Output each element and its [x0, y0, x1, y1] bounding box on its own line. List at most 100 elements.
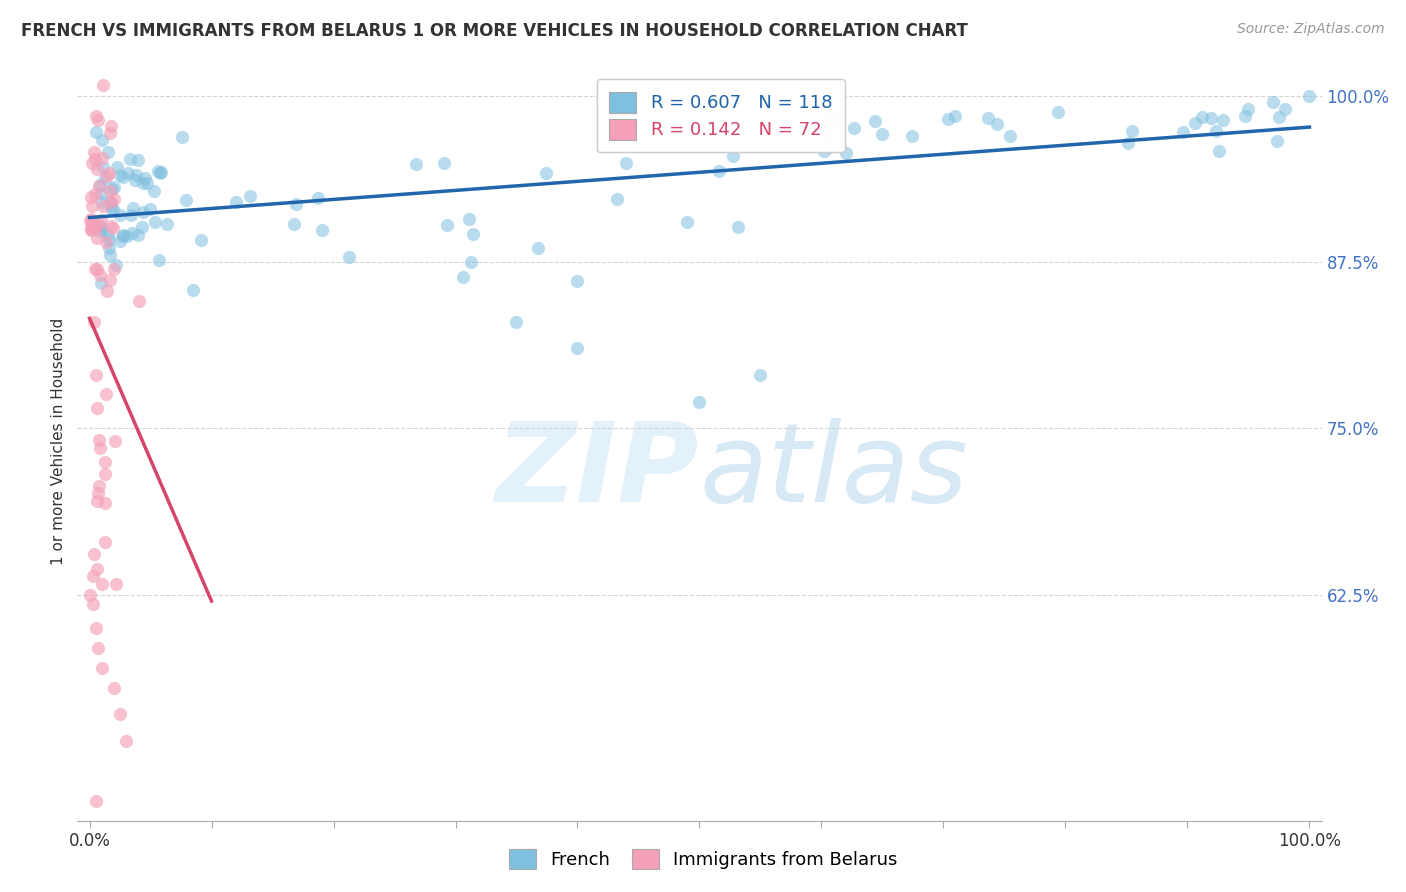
Text: atlas: atlas [700, 418, 969, 525]
Point [83, 221, 105, 235]
Point [1208, 144, 1230, 158]
Point [460, 255, 482, 269]
Point [94, 170, 117, 185]
Point [103, 681, 125, 695]
Point [901, 128, 924, 143]
Point [100, 194, 122, 209]
Point [80, 212, 103, 227]
Point [103, 192, 125, 206]
Point [82, 569, 104, 583]
Point [239, 189, 262, 203]
Point [98, 184, 121, 198]
Point [87, 218, 110, 232]
Point [98, 248, 121, 262]
Legend: R = 0.607   N = 118, R = 0.142   N = 72: R = 0.607 N = 118, R = 0.142 N = 72 [596, 79, 845, 153]
Point [90, 577, 112, 591]
Point [84, 368, 107, 382]
Point [94, 496, 117, 510]
Point [90, 151, 112, 165]
Point [1199, 111, 1222, 125]
Point [108, 707, 131, 722]
Point [1046, 105, 1069, 120]
Point [1233, 109, 1256, 123]
Point [749, 368, 772, 382]
Point [90, 661, 112, 675]
Point [131, 219, 153, 234]
Point [83, 315, 105, 329]
Point [87, 485, 110, 500]
Point [83, 186, 105, 201]
Point [1171, 125, 1194, 139]
Point [86, 494, 108, 508]
Point [131, 205, 153, 219]
Point [1212, 112, 1234, 127]
Point [675, 215, 697, 229]
Point [105, 577, 128, 591]
Point [101, 202, 124, 216]
Point [100, 126, 122, 140]
Legend: French, Immigrants from Belarus: French, Immigrants from Belarus [499, 839, 907, 879]
Point [97, 233, 120, 247]
Point [283, 218, 305, 232]
Point [115, 734, 138, 748]
Point [998, 128, 1021, 143]
Point [817, 96, 839, 111]
Point [100, 201, 122, 215]
Point [97, 166, 120, 180]
Point [565, 274, 588, 288]
Point [87, 640, 110, 655]
Point [93, 455, 115, 469]
Point [97, 145, 120, 159]
Point [1261, 95, 1284, 110]
Point [86, 125, 108, 139]
Point [149, 166, 172, 180]
Point [86, 230, 108, 244]
Point [834, 145, 856, 160]
Point [824, 116, 846, 130]
Point [96, 169, 118, 184]
Point [84, 794, 107, 808]
Point [1267, 110, 1289, 124]
Y-axis label: 1 or more Vehicles in Household: 1 or more Vehicles in Household [51, 318, 66, 566]
Point [100, 119, 122, 133]
Point [90, 277, 112, 291]
Point [150, 165, 173, 179]
Point [986, 117, 1008, 131]
Point [118, 152, 141, 166]
Point [190, 233, 212, 247]
Point [135, 176, 157, 190]
Point [536, 166, 558, 180]
Point [433, 156, 456, 170]
Point [80, 219, 103, 234]
Text: ZIP: ZIP [496, 418, 700, 525]
Point [89, 441, 111, 455]
Point [84, 109, 107, 123]
Point [156, 217, 179, 231]
Point [120, 208, 142, 222]
Point [103, 180, 125, 194]
Point [83, 145, 105, 159]
Text: Source: ZipAtlas.com: Source: ZipAtlas.com [1237, 22, 1385, 37]
Point [1237, 102, 1260, 116]
Point [111, 227, 134, 242]
Point [105, 160, 128, 174]
Point [936, 112, 959, 127]
Point [311, 223, 333, 237]
Point [1298, 88, 1320, 103]
Point [89, 178, 111, 193]
Point [101, 221, 124, 235]
Point [1116, 136, 1139, 150]
Point [80, 156, 103, 170]
Point [108, 168, 131, 182]
Point [86, 562, 108, 576]
Point [115, 229, 138, 244]
Point [90, 186, 112, 201]
Point [80, 223, 103, 237]
Point [463, 227, 485, 241]
Point [89, 178, 111, 193]
Point [86, 162, 108, 177]
Point [1265, 134, 1288, 148]
Point [505, 315, 527, 329]
Point [91, 78, 114, 92]
Point [94, 535, 117, 549]
